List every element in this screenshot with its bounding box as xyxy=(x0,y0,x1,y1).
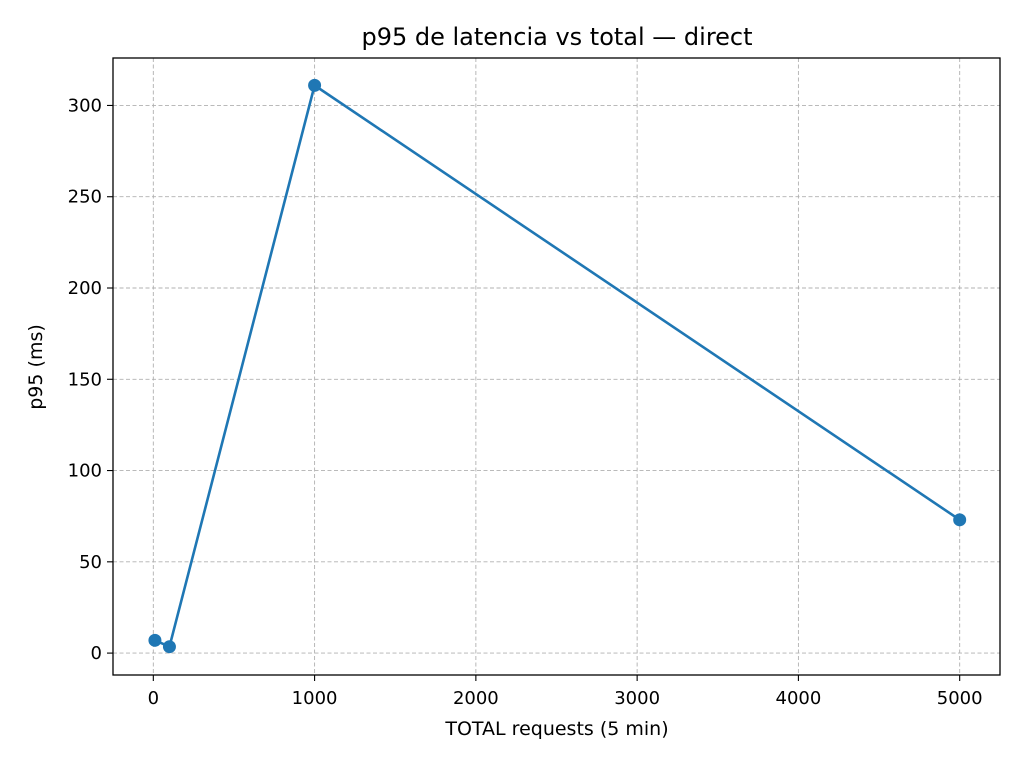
x-tick-label: 2000 xyxy=(453,688,499,709)
data-point xyxy=(162,640,176,654)
y-tick-label: 300 xyxy=(68,95,102,116)
x-tick-label: 5000 xyxy=(937,688,983,709)
data-point xyxy=(953,513,967,527)
y-tick-label: 100 xyxy=(68,461,102,482)
y-tick-label: 50 xyxy=(79,552,102,573)
series-line xyxy=(154,84,961,649)
grid xyxy=(113,58,1000,675)
data-point xyxy=(148,633,162,647)
x-tick-label: 1000 xyxy=(292,688,338,709)
x-tick-label: 3000 xyxy=(614,688,660,709)
chart-title: p95 de latencia vs total — direct xyxy=(361,23,752,51)
data-point xyxy=(308,78,322,92)
x-tick-label: 0 xyxy=(148,688,159,709)
y-tick-label: 150 xyxy=(68,369,102,390)
y-axis-label: p95 (ms) xyxy=(25,324,47,410)
x-axis-label: TOTAL requests (5 min) xyxy=(444,718,668,740)
series-lines xyxy=(154,84,961,649)
series-markers xyxy=(148,78,967,654)
y-tick-label: 0 xyxy=(91,643,102,664)
y-tick-label: 200 xyxy=(68,278,102,299)
y-tick-label: 250 xyxy=(68,187,102,208)
x-tick-label: 4000 xyxy=(776,688,822,709)
plot-frame xyxy=(112,57,1001,676)
axis-ticks: 0 1000 2000 3000 4000 5000 0 50 100 150 200 250 300 xyxy=(68,95,983,709)
